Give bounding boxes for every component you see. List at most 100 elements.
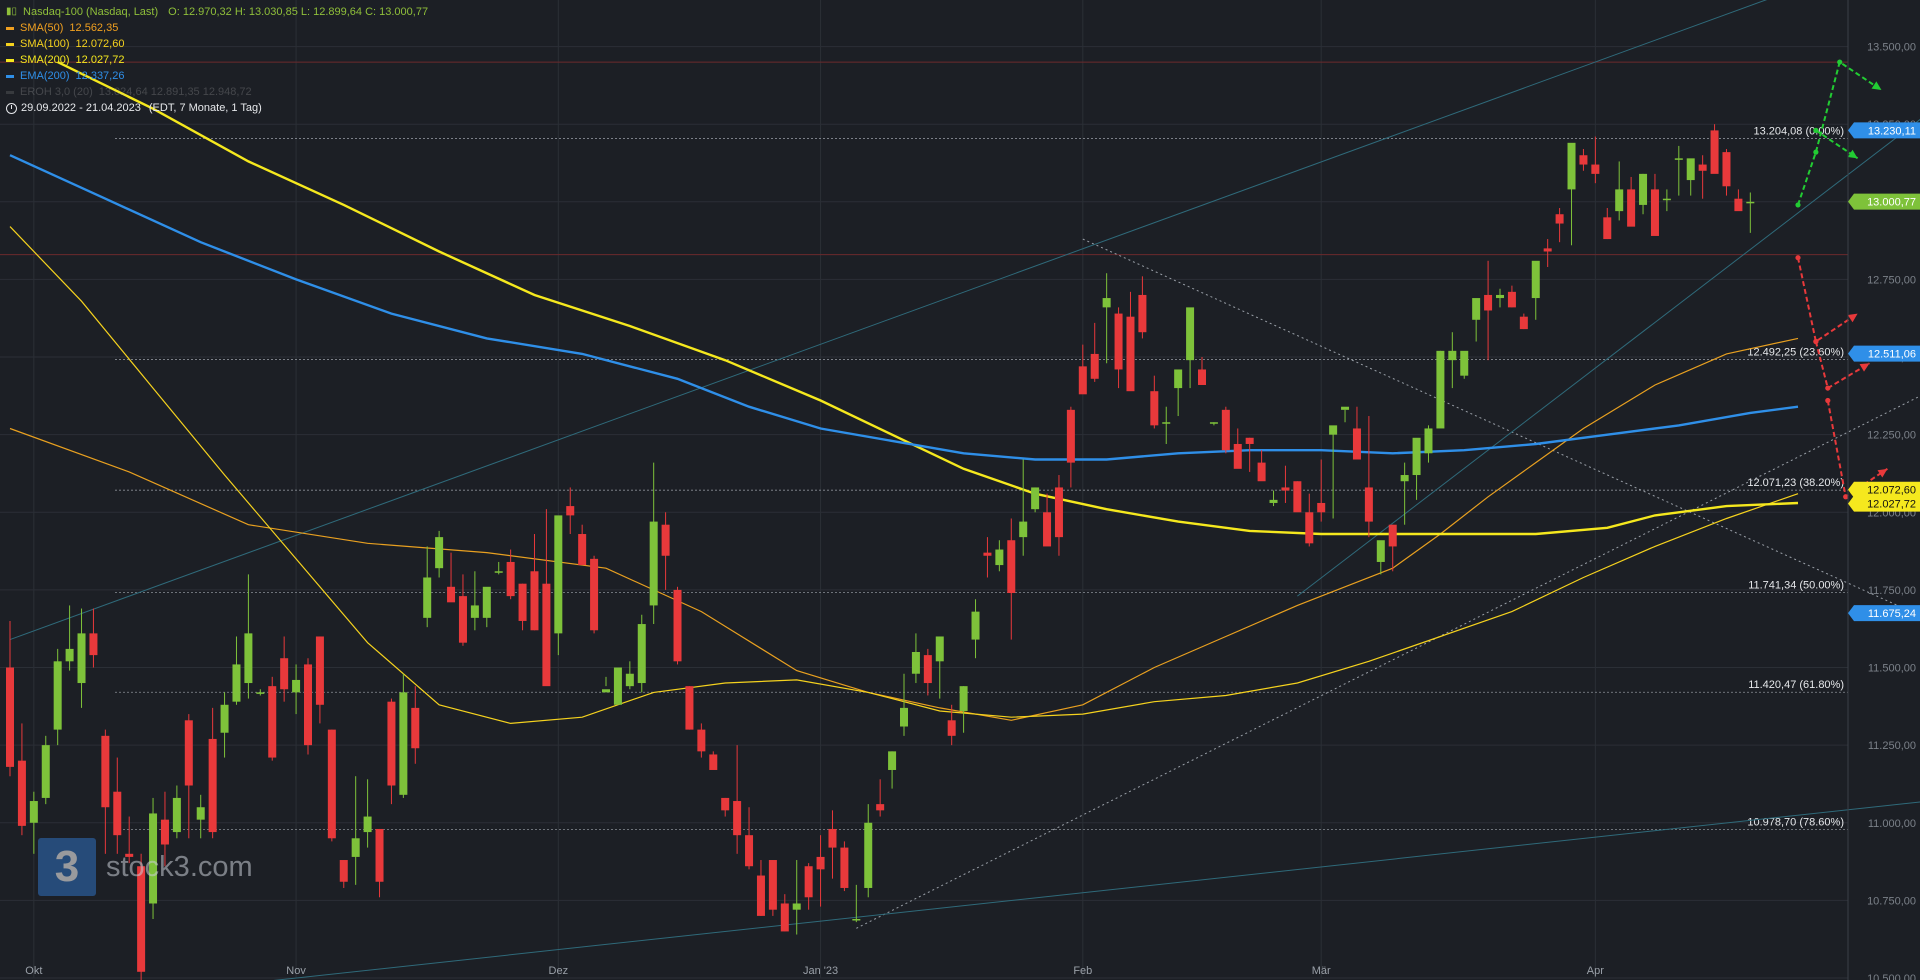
candle-body <box>900 707 908 727</box>
y-axis-tick-label: 12.250,00 <box>1867 430 1916 442</box>
candle <box>482 586 491 628</box>
legend-item-ema200[interactable]: EMA(200) 12.337,26 <box>6 68 428 84</box>
candle-body <box>1233 443 1242 469</box>
candle <box>602 676 610 693</box>
legend-label: EMA(200) <box>20 70 70 82</box>
legend-item-sma100[interactable]: SMA(100) 12.072,60 <box>6 36 428 52</box>
candle <box>1031 487 1040 513</box>
x-axis-month-label: Jan '23 <box>803 965 838 977</box>
candle <box>339 860 348 888</box>
candle-body <box>864 822 873 888</box>
candle-body <box>1317 502 1326 513</box>
candle-body <box>1567 142 1576 190</box>
scenario-arrow-head <box>1871 81 1882 91</box>
candle-body <box>399 692 408 795</box>
candle-body <box>1281 487 1290 491</box>
price-tag <box>1848 495 1920 512</box>
candle <box>590 555 599 634</box>
candle <box>1066 406 1075 488</box>
candle-body <box>196 807 205 820</box>
scenario-arrow-node <box>1825 397 1831 404</box>
candle <box>1257 450 1266 482</box>
candle-body <box>1531 260 1540 299</box>
candle-body <box>530 571 539 631</box>
legend-value: 12.337,26 <box>75 70 125 82</box>
candle <box>1734 189 1743 212</box>
watermark-text: stock3.com <box>106 850 253 883</box>
candle-body <box>1436 350 1445 429</box>
sma100-swatch <box>6 42 14 46</box>
candle-body <box>1352 428 1361 460</box>
candle-body <box>29 801 38 823</box>
candle <box>327 729 336 842</box>
candle <box>160 791 169 867</box>
candle <box>1078 344 1087 395</box>
candle <box>995 540 1004 572</box>
candle <box>1138 276 1147 339</box>
candle-body <box>447 586 456 603</box>
candle-body <box>315 636 324 705</box>
candle-body <box>566 506 575 516</box>
candle <box>244 574 253 699</box>
candle-body <box>923 655 932 684</box>
legend-item-eroh[interactable]: EROH 3,0 (20) 13.024,64 12.891,35 12.948… <box>6 84 428 100</box>
candle <box>1043 493 1052 547</box>
clock-icon <box>6 102 17 114</box>
candle <box>1448 332 1457 389</box>
candle-body <box>435 537 444 569</box>
candle-body <box>184 720 193 786</box>
candle-body <box>470 605 479 618</box>
legend-value: 13.024,64 12.891,35 12.948,72 <box>98 86 252 98</box>
price-tag-label: 12.027,72 <box>1867 499 1916 511</box>
candle <box>435 530 444 578</box>
candle-body <box>1662 198 1671 201</box>
candle-body <box>244 633 253 684</box>
candle <box>840 841 849 892</box>
date-range-note: (EDT, 7 Monate, 1 Tag) <box>148 102 262 114</box>
candle-body <box>1496 294 1504 299</box>
candle <box>101 729 110 854</box>
chart-type-icon: ▮▯ <box>6 6 18 17</box>
candle <box>1388 524 1397 572</box>
candle-body <box>1448 350 1457 361</box>
candle-body <box>971 611 980 640</box>
candle <box>53 648 62 746</box>
candle-body <box>1555 214 1564 224</box>
candle-body <box>709 754 718 770</box>
candle <box>1424 425 1433 463</box>
candle <box>77 608 86 708</box>
candle-body <box>1305 512 1314 544</box>
candle-body <box>888 751 897 770</box>
candle <box>780 894 789 932</box>
candle-body <box>89 633 98 656</box>
candle-body <box>1054 487 1063 538</box>
candle <box>1639 173 1648 215</box>
candle-body <box>339 860 348 882</box>
candle-body <box>1341 406 1350 410</box>
candle-body <box>625 673 634 687</box>
legend-item-sma200[interactable]: SMA(200) 12.027,72 <box>6 52 428 68</box>
candle <box>1650 173 1659 236</box>
candle-body <box>411 707 420 749</box>
candle-body <box>494 571 503 573</box>
candle <box>661 512 670 590</box>
candle <box>947 704 956 746</box>
candle <box>1305 493 1314 547</box>
scenario-arrow-node <box>1813 149 1819 155</box>
legend-item-sma50[interactable]: SMA(50) 12.562,35 <box>6 20 428 36</box>
trendline <box>9 0 1768 641</box>
candle-body <box>65 648 74 662</box>
fib-level-label: 12.071,23 (38.20%) <box>1747 477 1844 489</box>
candle <box>935 636 944 699</box>
candle-body <box>745 835 754 867</box>
candle <box>1507 285 1516 308</box>
fib-level-label: 10.978,70 (78.60%) <box>1747 816 1844 828</box>
candle-body <box>1388 524 1397 547</box>
candle <box>864 804 873 898</box>
candle-body <box>6 667 14 767</box>
candle <box>363 779 372 848</box>
y-axis-tick-label: 10.500,00 <box>1867 973 1916 980</box>
candle <box>1615 161 1624 221</box>
candle <box>1400 462 1409 525</box>
